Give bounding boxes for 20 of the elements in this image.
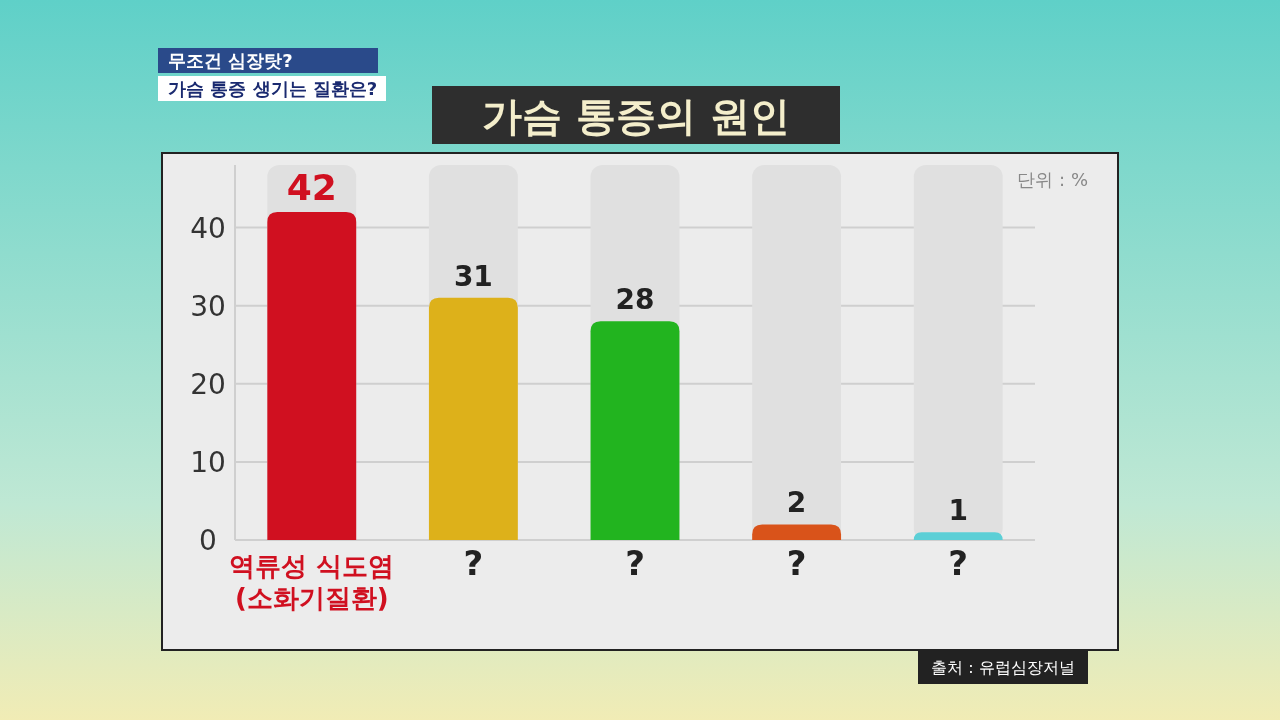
annotation: 단위 : % (1017, 169, 1088, 190)
y-tick-label: 0 (199, 524, 217, 557)
data-label: 1 (948, 494, 968, 528)
text: 무조건 심장탓? (168, 50, 293, 71)
x-tick-label: ? (625, 543, 645, 583)
data-label: 31 (453, 259, 493, 293)
x-tick-label: ? (948, 543, 969, 583)
x-tick-label: ? (463, 543, 484, 583)
y-tick-label: 40 (190, 211, 226, 245)
chart-title: 가슴 통증의 원인 (482, 93, 790, 139)
source-note: 출처 : 유럽심장저널 (931, 658, 1075, 677)
y-tick-label: 20 (190, 367, 226, 401)
text: 가슴 통증 생기는 질환은? (168, 78, 378, 99)
y-tick-label: 30 (190, 289, 226, 323)
x-tick-label: 역류성 식도염 (소화기질환) (229, 551, 395, 613)
y-tick-label: 10 (190, 445, 226, 479)
data-label: 2 (786, 486, 807, 520)
x-tick-label: ? (786, 543, 807, 583)
data-label: 28 (615, 283, 655, 317)
data-label: 42 (286, 166, 337, 208)
